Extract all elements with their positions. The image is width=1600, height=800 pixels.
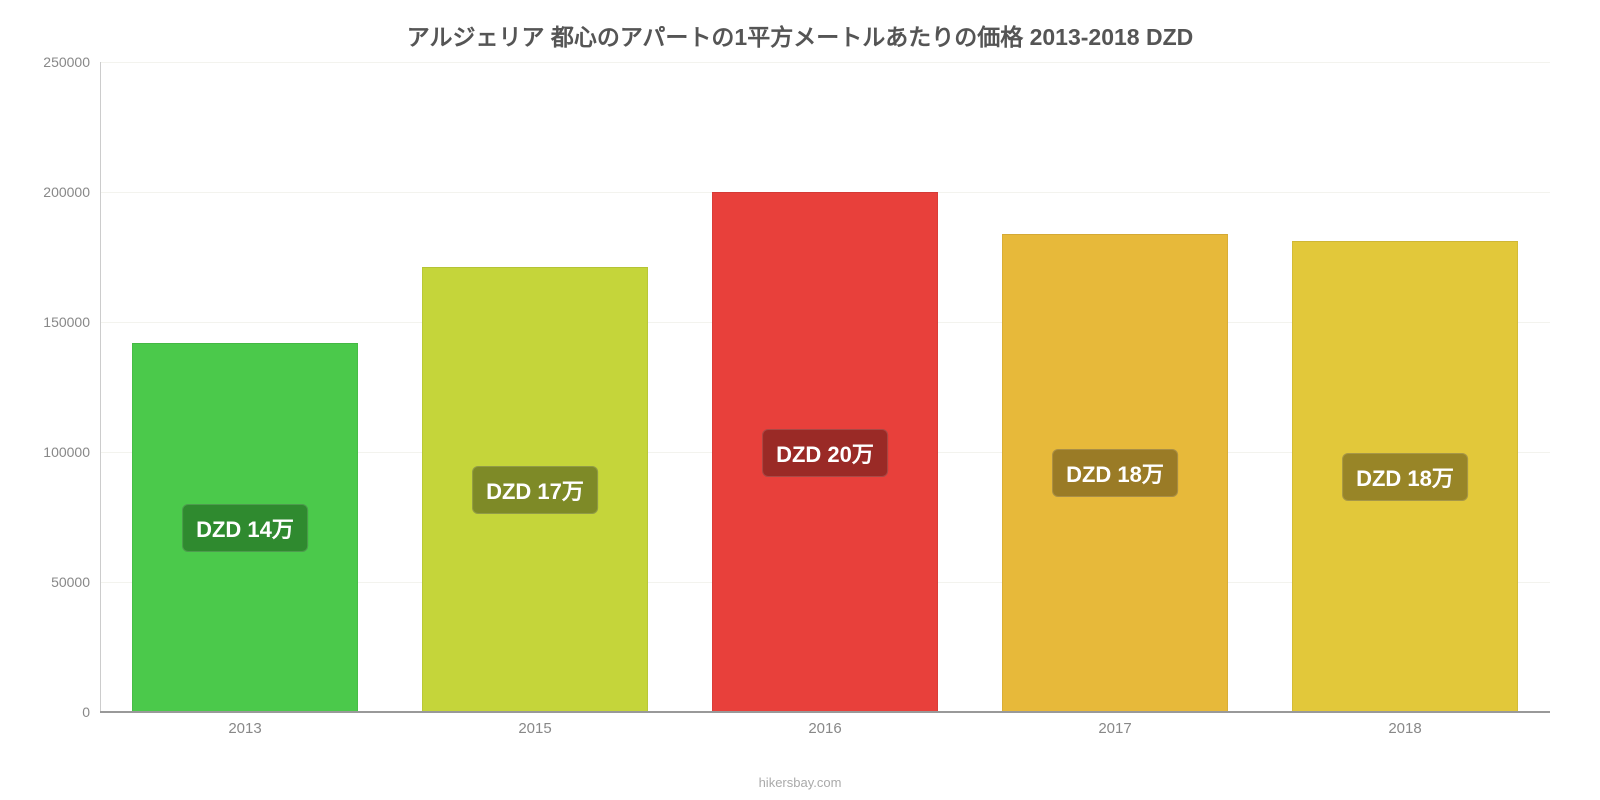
x-labels: 20132015201620172018: [100, 712, 1550, 742]
y-tick-label: 150000: [30, 314, 90, 330]
bar-slot: DZD 14万: [100, 62, 390, 712]
chart-title: アルジェリア 都心のアパートの1平方メートルあたりの価格 2013-2018 D…: [30, 18, 1570, 52]
bar-slot: DZD 18万: [1260, 62, 1550, 712]
source-label: hikersbay.com: [0, 775, 1600, 790]
y-tick-label: 50000: [30, 574, 90, 590]
x-tick-label: 2018: [1260, 712, 1550, 742]
plot-area: 050000100000150000200000250000 DZD 14万DZ…: [100, 62, 1550, 742]
y-tick-label: 200000: [30, 184, 90, 200]
chart-container: アルジェリア 都心のアパートの1平方メートルあたりの価格 2013-2018 D…: [0, 0, 1600, 800]
bar-value-label: DZD 20万: [762, 429, 888, 477]
bar-slot: DZD 18万: [970, 62, 1260, 712]
bar: DZD 20万: [712, 192, 938, 712]
bar-value-label: DZD 17万: [472, 466, 598, 514]
bar-value-label: DZD 18万: [1342, 453, 1468, 501]
bar: DZD 18万: [1002, 234, 1228, 712]
x-tick-label: 2017: [970, 712, 1260, 742]
y-tick-label: 0: [30, 704, 90, 720]
x-tick-label: 2015: [390, 712, 680, 742]
y-tick-label: 250000: [30, 54, 90, 70]
bar: DZD 14万: [132, 343, 358, 712]
bar-slot: DZD 20万: [680, 62, 970, 712]
x-tick-label: 2013: [100, 712, 390, 742]
x-tick-label: 2016: [680, 712, 970, 742]
bar-value-label: DZD 14万: [182, 504, 308, 552]
bar-slot: DZD 17万: [390, 62, 680, 712]
bar: DZD 17万: [422, 267, 648, 712]
bar-value-label: DZD 18万: [1052, 449, 1178, 497]
bars-container: DZD 14万 DZD 17万 DZD 20万 DZD 18万 DZD 18万: [100, 62, 1550, 712]
bar: DZD 18万: [1292, 241, 1518, 712]
y-tick-label: 100000: [30, 444, 90, 460]
